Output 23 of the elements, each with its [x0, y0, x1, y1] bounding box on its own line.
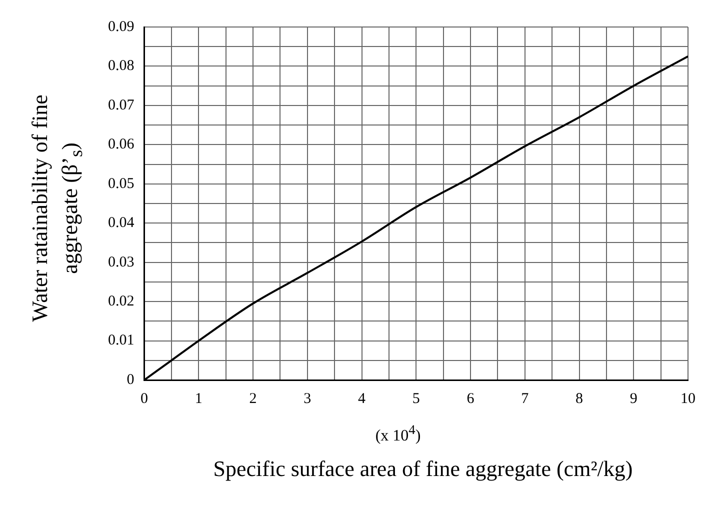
x-tick-label: 6 — [466, 390, 475, 407]
y-tick-label: 0.07 — [108, 97, 135, 114]
x-tick-label: 10 — [680, 390, 696, 407]
y-tick-label: 0.02 — [108, 293, 134, 310]
x-tick-label: 1 — [194, 390, 202, 407]
y-tick-label: 0.01 — [108, 332, 134, 349]
x-tick-label: 8 — [576, 390, 583, 407]
y-tick-label: 0 — [126, 372, 134, 388]
y-tick-label: 0.05 — [108, 176, 134, 192]
y-tick-label: 0.03 — [108, 254, 134, 270]
y-tick-label: 0.06 — [108, 136, 135, 153]
y-tick-label: 0.04 — [108, 215, 135, 232]
x-tick-label: 2 — [249, 390, 257, 407]
text: (x 10$^{4}$) — [374, 422, 422, 446]
x-tick-label: 5 — [412, 390, 420, 407]
x-tick-label: 3 — [304, 390, 312, 407]
x-tick-label: 9 — [630, 390, 638, 407]
y-tick-label: 0.08 — [108, 58, 134, 74]
x-axis-title: Specific surface area of fine aggregate (cm²/kg) — [212, 456, 634, 482]
x-tick-label: 7 — [521, 390, 530, 407]
x-tick-label: 0 — [140, 390, 148, 407]
y-tick-label: 0.09 — [108, 18, 134, 35]
x-tick-label: 4 — [358, 390, 366, 407]
